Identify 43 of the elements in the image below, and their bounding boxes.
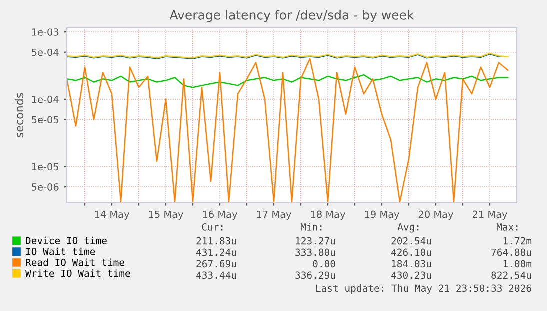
legend-label: IO Wait time	[26, 248, 96, 256]
text: 202.54u	[392, 237, 432, 245]
x-tick-label: 18 May	[311, 210, 346, 220]
text: Max:	[496, 224, 518, 231]
y-tick-label: 5e-06	[32, 184, 59, 191]
text: 123.27u	[296, 237, 336, 245]
chart-title: Average latency for /dev/sda - by week	[170, 10, 414, 22]
y-axis-title: seconds	[15, 93, 24, 138]
text: 1.00m	[504, 260, 532, 268]
text: 764.88u	[492, 248, 532, 256]
text: 184.03u	[392, 260, 432, 268]
text: 822.54u	[492, 272, 532, 280]
y-tick-label: 1e-04	[32, 96, 59, 104]
x-tick-label: 21 May	[472, 210, 508, 220]
x-tick-label: 16 May	[203, 210, 238, 220]
text: 1.72m	[504, 237, 532, 245]
y-tick-label: 5e-04	[32, 48, 59, 56]
x-tick-label: 15 May	[149, 210, 184, 220]
legend-label: Write IO Wait time	[26, 270, 130, 278]
line-series	[67, 58, 509, 203]
text: Cur:	[202, 223, 223, 231]
y-tick-label: 1e-03	[32, 28, 59, 36]
text: Min:	[300, 223, 322, 231]
text: Last update: Thu May 21 23:50:33 2026	[316, 284, 532, 294]
legend-label: Read IO Wait time	[26, 258, 124, 266]
y-tick-label: 1e-05	[32, 163, 59, 171]
text: Avg:	[398, 224, 419, 233]
y-tick-label: 5e-05	[32, 116, 59, 124]
x-tick-label: 14 May	[95, 210, 130, 220]
line-series	[67, 74, 509, 88]
x-tick-label: 17 May	[257, 210, 292, 220]
text: 333.80u	[296, 248, 336, 256]
text: 211.83u	[196, 237, 236, 245]
text: 267.69u	[196, 260, 236, 268]
text: 336.29u	[296, 272, 336, 280]
text: 430.23u	[392, 272, 432, 280]
text: 433.44u	[196, 272, 236, 280]
text: 426.10u	[392, 248, 432, 256]
x-tick-label: 20 May	[418, 210, 454, 220]
text: 0.00	[313, 260, 336, 268]
legend-label: Device IO time	[26, 236, 107, 244]
x-tick-label: 19 May	[365, 210, 400, 220]
text: 431.24u	[196, 248, 236, 256]
